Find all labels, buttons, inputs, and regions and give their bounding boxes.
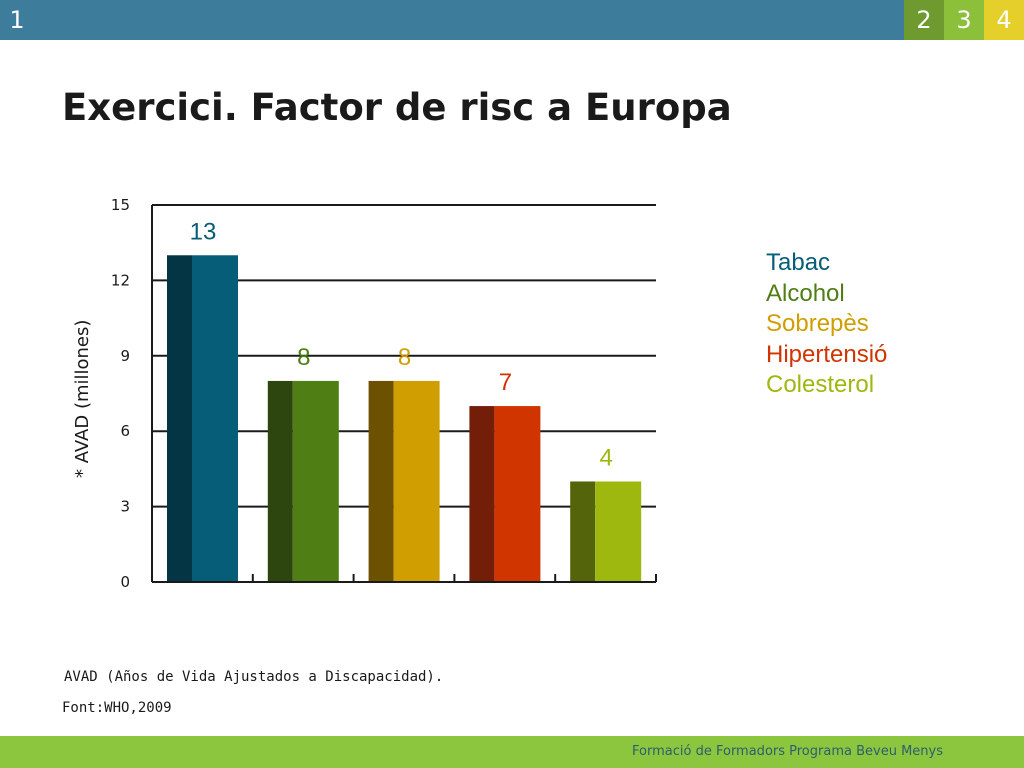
source-note: Font:WHO,2009 xyxy=(62,700,172,716)
legend-item-hipertensió: Hipertensió xyxy=(766,340,888,368)
bar xyxy=(393,380,440,582)
y-axis-label: * AVAD (millones) xyxy=(72,320,93,478)
bar-shade xyxy=(469,406,495,582)
abbreviation-note: AVAD (Años de Vida Ajustados a Discapaci… xyxy=(64,669,444,685)
bar-tabac xyxy=(167,255,238,582)
legend-item-tabac: Tabac xyxy=(766,249,831,276)
bar xyxy=(595,481,642,582)
legend: Tabac Alcohol Sobrepès Hipertensió Colestero… xyxy=(766,248,887,401)
data-label: 8 xyxy=(297,344,310,371)
bar-hipertensió xyxy=(469,406,541,582)
bar-shade xyxy=(570,481,596,582)
top-bar: 1 2 3 4 xyxy=(0,0,1024,40)
data-label: 13 xyxy=(190,218,217,245)
bar xyxy=(292,380,339,582)
footer-text: Formació de Formadors Programa Beveu Men… xyxy=(632,744,943,759)
legend-item-sobrepès: Sobrepès xyxy=(766,310,869,337)
bar xyxy=(494,406,541,582)
y-tick-label: 12 xyxy=(111,271,130,289)
data-label: 4 xyxy=(600,444,613,471)
bar-shade xyxy=(267,380,293,582)
bar-shade xyxy=(167,255,192,582)
bar-colesterol xyxy=(570,481,642,582)
current-slide-number: 1 xyxy=(9,6,25,34)
bar-sobrepès xyxy=(368,380,440,582)
bar-shade xyxy=(368,380,394,582)
y-tick-label: 3 xyxy=(120,498,130,516)
legend-item-colesterol: Colesterol xyxy=(766,371,875,398)
bar xyxy=(192,255,238,582)
y-tick-label: 15 xyxy=(111,196,130,214)
slide-tab-4[interactable]: 4 xyxy=(984,0,1024,40)
legend-item-alcohol: Alcohol xyxy=(766,279,845,307)
y-tick-label: 9 xyxy=(120,347,130,365)
data-label: 7 xyxy=(499,369,512,396)
bottom-bar: Formació de Formadors Programa Beveu Men… xyxy=(0,736,1024,768)
slide-tab-2[interactable]: 2 xyxy=(904,0,944,40)
slide-tab-3[interactable]: 3 xyxy=(944,0,984,40)
y-tick-label: 0 xyxy=(120,573,130,591)
bar-alcohol xyxy=(267,380,339,582)
y-tick-label: 6 xyxy=(120,422,130,440)
page-title: Exercici. Factor de risc a Europa xyxy=(62,86,732,129)
bar-chart: 0 3 6 9 12 15 13 8 8 7 4 * AVAD (millones) xyxy=(72,196,657,591)
data-label: 8 xyxy=(398,344,411,371)
